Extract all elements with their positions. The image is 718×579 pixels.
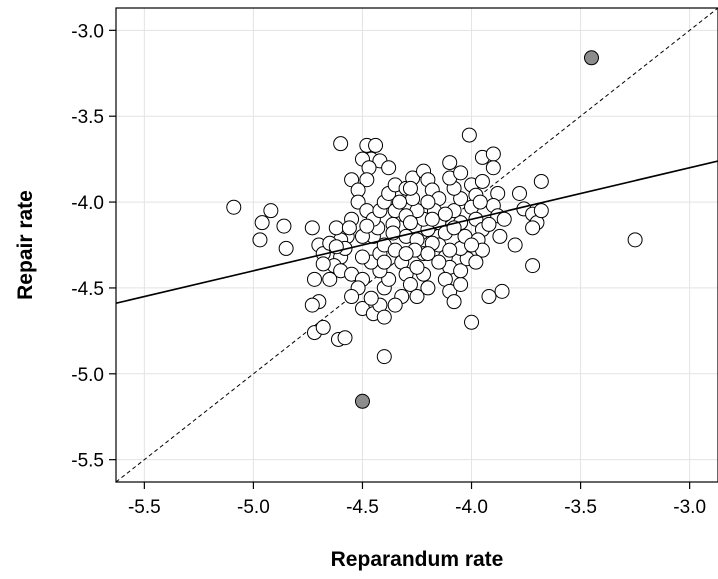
data-point [328,220,344,236]
data-point [322,271,338,287]
data-point [442,155,458,171]
x-tick-label: -5.0 [237,497,270,518]
data-point [446,294,462,310]
data-point [315,319,331,335]
data-point [376,309,392,325]
data-point [359,218,375,234]
data-point [420,280,436,296]
x-tick-label: -5.5 [128,497,161,518]
y-tick-label: -4.0 [71,193,104,214]
y-tick-label: -4.5 [71,279,104,300]
x-axis-title: Reparandum rate [331,548,504,571]
data-point [368,137,384,153]
x-tick-label: -3.0 [673,497,706,518]
y-tick-label: -5.5 [71,451,104,472]
fit-line [116,160,718,304]
data-point [341,220,357,236]
data-point [533,203,549,219]
data-point [304,220,320,236]
data-point [512,185,528,201]
y-tick-label: -3.5 [71,107,104,128]
data-point [402,215,418,231]
x-axis: -5.5 -5.0 -4.5 -4.0 -3.5 -3.0 [128,482,706,518]
data-point [337,330,353,346]
y-axis-title: Repair rate [14,190,37,300]
data-point [453,277,469,292]
data-point [437,206,453,222]
data-point [442,242,458,258]
data-point [254,215,270,231]
lines-layer [116,8,718,482]
data-point [453,263,469,279]
data-point [494,283,510,299]
data-point [409,289,425,305]
data-point [464,237,480,253]
data-point [424,211,440,227]
reference-line [116,8,718,482]
data-point [453,165,469,181]
points-layer [116,50,718,409]
data-point [525,258,541,274]
fit-line-group [116,160,718,304]
data-point [359,172,375,188]
data-point [464,314,480,330]
data-point [468,254,484,270]
data-point [461,127,477,143]
data-point [278,240,294,256]
data-point [398,246,414,262]
plot-frame [115,7,718,483]
data-point [402,277,418,292]
data-point [381,160,397,176]
data-point [306,271,322,287]
data-point [420,194,436,210]
data-point [627,232,643,248]
data-point [481,289,497,305]
data-point [507,237,523,253]
data-point [315,256,331,272]
data-point [485,146,501,162]
data-point [252,232,268,248]
highlighted-point [354,393,370,409]
data-point [333,136,349,152]
highlighted-point [583,50,599,66]
data-point [226,199,242,215]
x-tick-label: -4.5 [346,497,379,518]
data-point [481,216,497,232]
x-tick-label: -3.5 [564,497,597,518]
data-point [472,194,488,210]
x-tick-label: -4.0 [455,497,488,518]
data-point [485,160,501,176]
data-point [387,297,403,313]
data-point [409,259,425,275]
data-point [402,180,418,196]
data-point [420,246,436,262]
data-point [492,228,508,244]
data-point [263,203,279,219]
data-point [376,254,392,270]
data-point [474,173,490,189]
y-tick-label: -5.0 [71,365,104,386]
data-point [363,290,379,306]
data-point [392,194,408,210]
data-point [533,173,549,189]
data-point [525,220,541,236]
data-point [431,254,447,270]
data-point [496,211,512,227]
data-point [376,349,392,365]
y-axis: -3.0 -3.5 -4.0 -4.5 -5.0 -5.5 [71,21,116,472]
data-point [276,218,292,234]
data-point [304,297,320,313]
data-point [354,249,370,265]
y-tick-label: -3.0 [71,21,104,42]
data-point [344,289,360,305]
